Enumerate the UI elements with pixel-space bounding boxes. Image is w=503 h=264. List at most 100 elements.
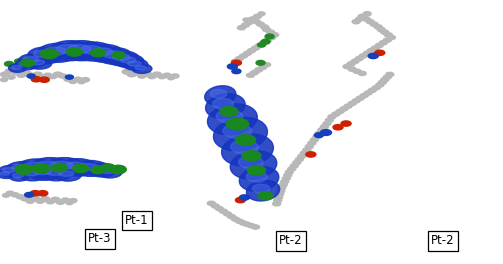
Circle shape (30, 191, 40, 196)
Circle shape (368, 88, 376, 92)
Circle shape (260, 41, 268, 45)
Circle shape (59, 74, 67, 78)
Circle shape (386, 72, 394, 77)
Circle shape (69, 79, 77, 83)
Circle shape (242, 151, 261, 161)
Circle shape (6, 191, 14, 195)
Circle shape (56, 200, 64, 204)
Circle shape (40, 49, 58, 59)
Circle shape (11, 193, 19, 197)
Ellipse shape (44, 158, 85, 176)
Circle shape (310, 138, 318, 142)
Circle shape (44, 73, 52, 77)
Circle shape (279, 183, 287, 187)
Ellipse shape (213, 117, 268, 151)
Circle shape (274, 199, 282, 203)
Circle shape (31, 196, 40, 201)
Circle shape (333, 125, 343, 130)
Ellipse shape (13, 173, 24, 177)
Ellipse shape (24, 162, 44, 170)
Text: Pt-3: Pt-3 (88, 232, 111, 246)
Circle shape (127, 72, 136, 77)
Circle shape (343, 64, 351, 69)
Circle shape (61, 198, 69, 202)
Ellipse shape (51, 161, 73, 169)
Circle shape (66, 48, 82, 56)
Circle shape (300, 151, 308, 155)
Circle shape (36, 199, 44, 203)
Ellipse shape (7, 162, 39, 176)
Circle shape (243, 222, 252, 227)
Circle shape (256, 43, 264, 48)
Ellipse shape (17, 159, 55, 176)
Ellipse shape (38, 43, 78, 62)
Circle shape (110, 165, 126, 174)
Circle shape (15, 59, 24, 64)
Circle shape (348, 67, 356, 71)
Circle shape (358, 71, 366, 76)
Ellipse shape (15, 59, 37, 70)
Ellipse shape (79, 164, 98, 170)
Ellipse shape (86, 44, 124, 62)
Circle shape (1, 78, 8, 82)
Circle shape (356, 17, 364, 21)
Ellipse shape (80, 46, 102, 54)
Circle shape (243, 18, 250, 22)
Circle shape (12, 64, 20, 68)
Circle shape (355, 56, 363, 61)
Circle shape (252, 225, 260, 229)
Circle shape (32, 164, 50, 173)
Circle shape (376, 83, 384, 87)
Circle shape (284, 173, 292, 177)
Circle shape (16, 195, 24, 199)
Circle shape (288, 167, 296, 171)
Circle shape (235, 56, 243, 61)
Ellipse shape (23, 170, 39, 176)
Circle shape (383, 38, 391, 42)
Circle shape (46, 200, 54, 204)
Ellipse shape (92, 48, 113, 55)
Circle shape (23, 72, 32, 76)
Circle shape (91, 166, 105, 174)
Circle shape (348, 101, 356, 106)
Circle shape (314, 133, 323, 138)
Circle shape (273, 202, 281, 206)
Circle shape (29, 74, 37, 79)
Circle shape (267, 30, 275, 34)
Circle shape (74, 77, 82, 81)
Ellipse shape (216, 110, 243, 123)
Circle shape (370, 22, 378, 26)
Circle shape (223, 212, 231, 216)
Circle shape (78, 80, 85, 84)
Circle shape (163, 73, 171, 77)
Ellipse shape (68, 45, 91, 53)
Circle shape (271, 33, 279, 37)
Circle shape (353, 69, 361, 73)
Ellipse shape (103, 51, 122, 58)
Text: Pt-2: Pt-2 (279, 234, 302, 247)
Circle shape (323, 121, 331, 126)
Circle shape (352, 20, 360, 24)
Ellipse shape (59, 171, 74, 176)
Circle shape (256, 60, 265, 65)
Ellipse shape (253, 184, 270, 193)
Circle shape (359, 54, 367, 58)
Circle shape (101, 164, 115, 171)
Circle shape (5, 69, 13, 73)
Circle shape (15, 165, 33, 174)
Circle shape (25, 192, 34, 197)
Ellipse shape (0, 170, 15, 178)
Circle shape (277, 189, 285, 193)
Circle shape (220, 107, 238, 116)
Circle shape (21, 196, 30, 201)
Circle shape (7, 75, 15, 79)
Ellipse shape (120, 57, 136, 63)
Ellipse shape (27, 58, 52, 69)
Circle shape (384, 33, 392, 37)
Circle shape (252, 46, 260, 50)
Circle shape (340, 107, 348, 111)
Circle shape (51, 163, 67, 172)
Circle shape (347, 62, 355, 66)
Circle shape (372, 86, 380, 90)
Circle shape (328, 115, 336, 119)
